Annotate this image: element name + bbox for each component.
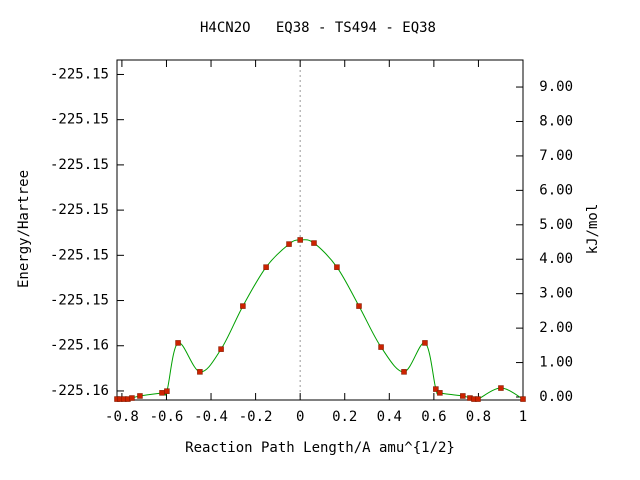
- data-point: [356, 303, 362, 309]
- data-point: [129, 395, 135, 401]
- x-tick-label: -0.8: [105, 409, 139, 425]
- data-point: [378, 344, 384, 350]
- y2-tick-label: 3.00: [539, 286, 573, 302]
- y2-tick-label: 7.00: [539, 148, 573, 164]
- x-axis-label: Reaction Path Length/A amu^{1/2}: [185, 440, 455, 456]
- data-point: [401, 369, 407, 375]
- data-point: [240, 303, 246, 309]
- x-tick-label: 0.8: [466, 409, 491, 425]
- y2-tick-label: 6.00: [539, 182, 573, 198]
- y2-tick-label: 9.00: [539, 79, 573, 95]
- x-tick-label: 0.4: [377, 409, 402, 425]
- data-point: [520, 396, 526, 402]
- data-point: [460, 393, 466, 399]
- x-tick-label: -0.2: [239, 409, 273, 425]
- y2-tick-label: 5.00: [539, 217, 573, 233]
- data-point: [175, 340, 181, 346]
- y-tick-label: -225.15: [50, 66, 109, 82]
- x-tick-label: 0: [296, 409, 304, 425]
- y-tick-label: -225.16: [50, 383, 109, 399]
- data-point: [475, 396, 481, 402]
- data-point: [422, 340, 428, 346]
- x-tick-label: 0.2: [332, 409, 357, 425]
- y-tick-label: -225.15: [50, 247, 109, 263]
- data-point: [218, 346, 224, 352]
- y-tick-label: -225.15: [50, 202, 109, 218]
- plot-frame: [116, 59, 524, 401]
- y-tick-label: -225.15: [50, 293, 109, 309]
- y2-tick-label: 4.00: [539, 251, 573, 267]
- data-point: [197, 369, 203, 375]
- x-tick-label: -0.4: [194, 409, 228, 425]
- y-axis-label: Energy/Hartree: [16, 170, 32, 288]
- y2-tick-label: 1.00: [539, 355, 573, 371]
- y2-tick-label: 8.00: [539, 113, 573, 129]
- y2-tick-label: 0.00: [539, 389, 573, 405]
- data-point: [164, 388, 170, 394]
- y2-axis-label: kJ/mol: [585, 204, 601, 255]
- data-point: [297, 237, 303, 243]
- data-point: [311, 240, 317, 246]
- y2-tick-label: 2.00: [539, 320, 573, 336]
- data-point: [498, 385, 504, 391]
- data-point: [437, 390, 443, 396]
- x-tick-label: 1: [519, 409, 527, 425]
- data-point: [263, 264, 269, 270]
- data-point: [137, 393, 143, 399]
- data-point: [334, 264, 340, 270]
- chart-title: H4CN2O EQ38 - TS494 - EQ38: [200, 20, 436, 36]
- data-point: [286, 241, 292, 247]
- data-point: [433, 386, 439, 392]
- data-point: [159, 390, 165, 396]
- x-tick-label: 0.6: [421, 409, 446, 425]
- y-tick-label: -225.15: [50, 112, 109, 128]
- x-tick-label: -0.6: [150, 409, 184, 425]
- y-tick-label: -225.16: [50, 338, 109, 354]
- y-tick-label: -225.15: [50, 157, 109, 173]
